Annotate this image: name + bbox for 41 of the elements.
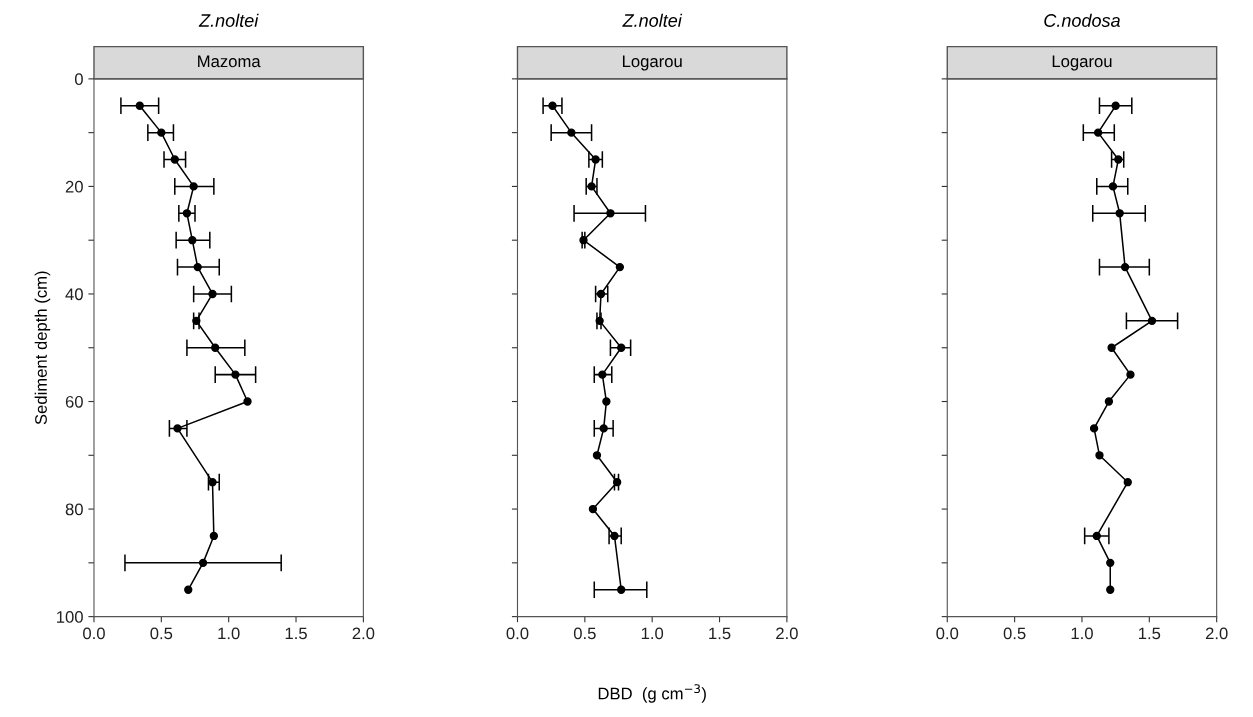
point <box>1106 558 1115 568</box>
x-tick-label: 0.5 <box>573 627 596 640</box>
chart-title: C.nodosa <box>1044 13 1120 27</box>
point <box>615 262 625 272</box>
chart-subtitle: Mazoma <box>198 55 261 68</box>
point <box>1095 451 1104 460</box>
x-tick-label: 0.0 <box>83 627 105 640</box>
point <box>1089 424 1099 433</box>
y-tick-label: 80 <box>65 503 83 516</box>
y-tick-label: 20 <box>65 180 83 193</box>
point <box>1106 585 1115 594</box>
y-tick-label: 40 <box>65 288 83 301</box>
point <box>1104 397 1114 406</box>
x-tick-label: 1.0 <box>1071 627 1093 640</box>
x-tick-label: 2.0 <box>776 627 798 640</box>
y-axis-title: Sediment depth (cm) <box>34 271 51 425</box>
point <box>1126 370 1135 379</box>
chart-title: Z.noltei <box>622 13 683 27</box>
point <box>1107 343 1116 352</box>
x-tick-label: 1.0 <box>218 627 240 640</box>
x-tick-label: 1.5 <box>1139 627 1161 640</box>
x-tick-label: 2.0 <box>352 627 375 640</box>
x-tick-label: 0.0 <box>936 627 959 640</box>
y-tick-label: 100 <box>57 611 83 623</box>
y-tick-label: 0 <box>74 73 83 86</box>
x-tick-label: 0.0 <box>506 627 529 640</box>
x-tick-label: 0.5 <box>150 627 173 640</box>
x-tick-label: 2.0 <box>1205 627 1228 640</box>
chart-subtitle: Logarou <box>1052 55 1112 71</box>
x-tick-label: 1.5 <box>709 627 731 640</box>
point <box>1123 478 1132 487</box>
x-tick-label: 0.5 <box>1003 627 1026 640</box>
x-axis-title: DBD (g cm$^{−3}$) <box>598 684 706 703</box>
point <box>602 397 611 406</box>
point <box>592 451 602 460</box>
chart-subtitle: Logarou <box>622 55 682 71</box>
x-tick-label: 1.0 <box>641 627 664 640</box>
y-tick-label: 60 <box>65 395 83 408</box>
point <box>588 504 598 514</box>
x-tick-label: 1.5 <box>285 627 307 640</box>
chart-title: Z.noltei <box>198 13 259 27</box>
